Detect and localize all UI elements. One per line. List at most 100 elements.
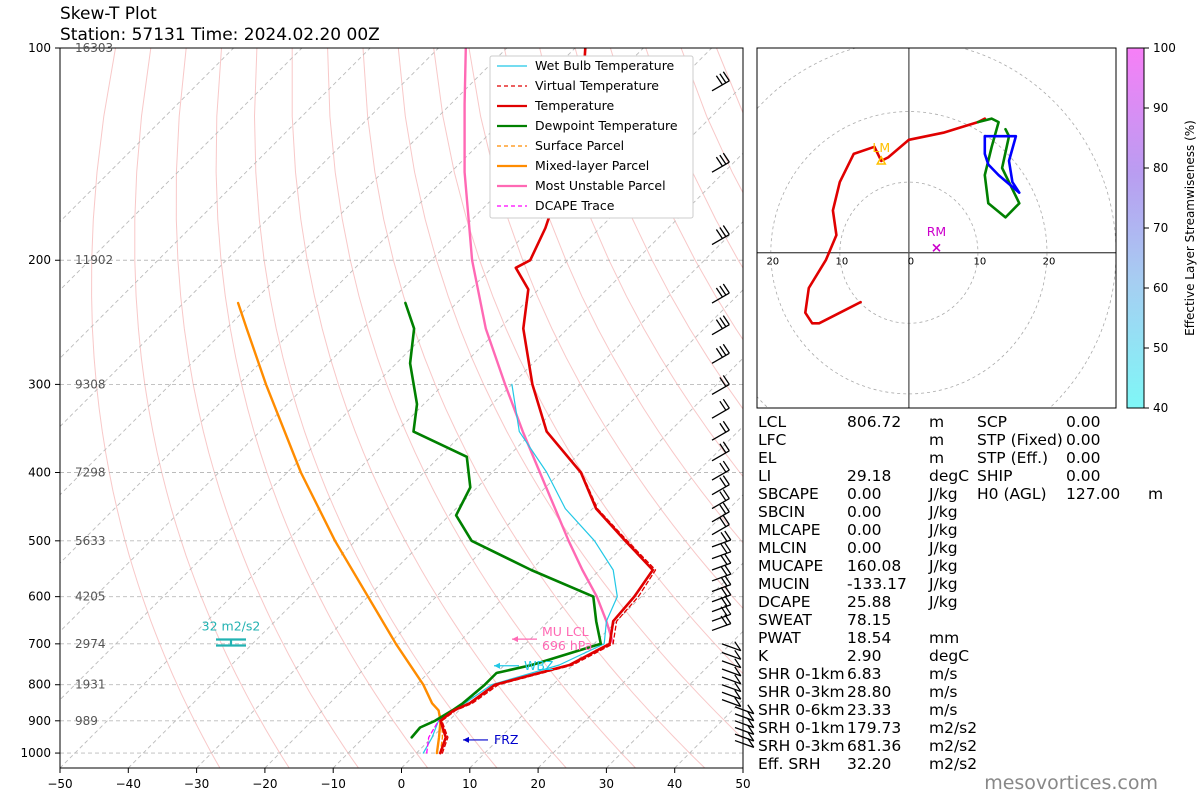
legend-item: Surface Parcel [497,138,624,153]
dry-adiabat [574,48,743,410]
legend-item: Dewpoint Temperature [497,118,678,133]
index-name: LI [758,467,771,485]
hodograph-frame [756,47,1117,409]
index-value: 32.20 [847,755,891,773]
index-row: MUCAPE 160.08 J/kg [758,557,958,575]
index-name: SHR 0-1km [758,665,845,683]
index-name: LFC [758,431,786,449]
index-row: MLCAPE 0.00 J/kg [758,521,958,539]
index-name: MLCIN [758,539,807,557]
isotherm [332,357,743,768]
legend-item: Wet Bulb Temperature [497,58,675,73]
wind-barb [721,697,742,708]
wind-barb [734,738,755,749]
index-name: MUCIN [758,575,810,593]
index-name: SBCIN [758,503,805,521]
isotherm [60,48,508,496]
series-most-unstable-parcel [463,48,614,644]
x-tick-label: −50 [47,777,72,791]
dry-adiabat [468,48,743,610]
index-row: EL m [758,449,944,467]
colorbar-label: Effective Layer Streamwiseness (%) [1183,120,1197,336]
isotherm [60,48,371,359]
index-row: PWAT 18.54 mm [758,629,959,647]
legend-label: Most Unstable Parcel [535,178,666,193]
wind-barb [711,283,730,304]
index-unit: m [929,449,944,467]
index-value: 25.88 [847,593,891,611]
index-name: H0 (AGL) [977,485,1047,503]
colorbar-tick-label: 70 [1153,221,1168,235]
hodo-ring-label: 0 [908,257,914,268]
index-value: -133.17 [847,575,907,593]
isotherm [401,425,743,768]
wind-barb [721,649,742,660]
wind-barb [711,489,730,510]
index-row: SCP 0.00 [977,413,1101,431]
dry-adiabat [253,48,498,768]
y-tick-label: 1000 [20,746,51,760]
x-tick-label: 30 [599,777,614,791]
dry-adiabat [175,48,359,768]
colorbar-tick-label: 60 [1153,281,1168,295]
index-unit: J/kg [928,593,958,611]
index-name: Eff. SRH [758,755,821,773]
wind-barb [721,666,742,677]
hodo-ring-label: 20 [1043,257,1056,268]
index-unit: J/kg [928,521,958,539]
x-tick-label: −20 [252,777,277,791]
index-value: 18.54 [847,629,891,647]
y-tick-label: 700 [28,637,51,651]
legend-label: Virtual Temperature [535,78,659,93]
index-row: K 2.90 degC [758,647,969,665]
index-name: SHR 0-6km [758,701,845,719]
y-tick-label: 400 [28,465,51,479]
index-row: SHR 0-3km 28.80 m/s [758,683,957,701]
hodo-trace-blue [983,134,1021,194]
wind-barb [711,614,732,632]
rm-label: RM [927,224,946,239]
isotherm [537,562,743,768]
index-value: 179.73 [847,719,901,737]
wind-barb [734,704,755,715]
index-name: SHIP [977,467,1012,485]
index-row: STP (Eff.) 0.00 [977,449,1101,467]
index-value: 0.00 [847,503,882,521]
wind-barb [711,502,730,523]
wind-barb [721,658,742,669]
colorbar: 40 50 60 70 80 90 100 Effective Layer Streamwi… [1126,41,1197,415]
legend-label: Temperature [534,98,614,113]
hodo-ring-label: 10 [974,257,987,268]
index-name: LCL [758,413,786,431]
colorbar-tick-label: 50 [1153,341,1168,355]
index-value: 23.33 [847,701,891,719]
index-name: PWAT [758,629,801,647]
wind-barb [711,71,730,92]
index-row: LI 29.18 degC [758,467,969,485]
legend-item: Mixed-layer Parcel [497,158,649,173]
index-name: SCP [977,413,1007,431]
wind-barb [711,152,730,173]
legend: Wet Bulb Temperature Virtual Temperature T… [489,55,694,219]
index-row: H0 (AGL) 127.00 m [977,485,1163,503]
height-label: 1931 [75,678,106,692]
wind-barb [721,674,742,685]
index-unit: m2/s2 [929,755,977,773]
mu-lcl-pressure: 696 hPa [542,638,592,653]
wind-barb [711,530,732,548]
x-tick-label: 20 [530,777,545,791]
colorbar-tick-label: 80 [1153,161,1168,175]
index-name: MLCAPE [758,521,821,539]
wind-barb [721,682,742,693]
index-name: SRH 0-1km [758,719,845,737]
height-label: 16303 [75,41,113,55]
index-name: STP (Fixed) [977,431,1063,449]
lm-marker [875,155,887,165]
index-value: 0.00 [1066,449,1101,467]
x-tick-label: −30 [184,777,209,791]
index-name: SBCAPE [758,485,819,503]
index-name: EL [758,449,777,467]
dry-adiabat [134,48,290,768]
index-row: SBCIN 0.00 J/kg [758,503,958,521]
